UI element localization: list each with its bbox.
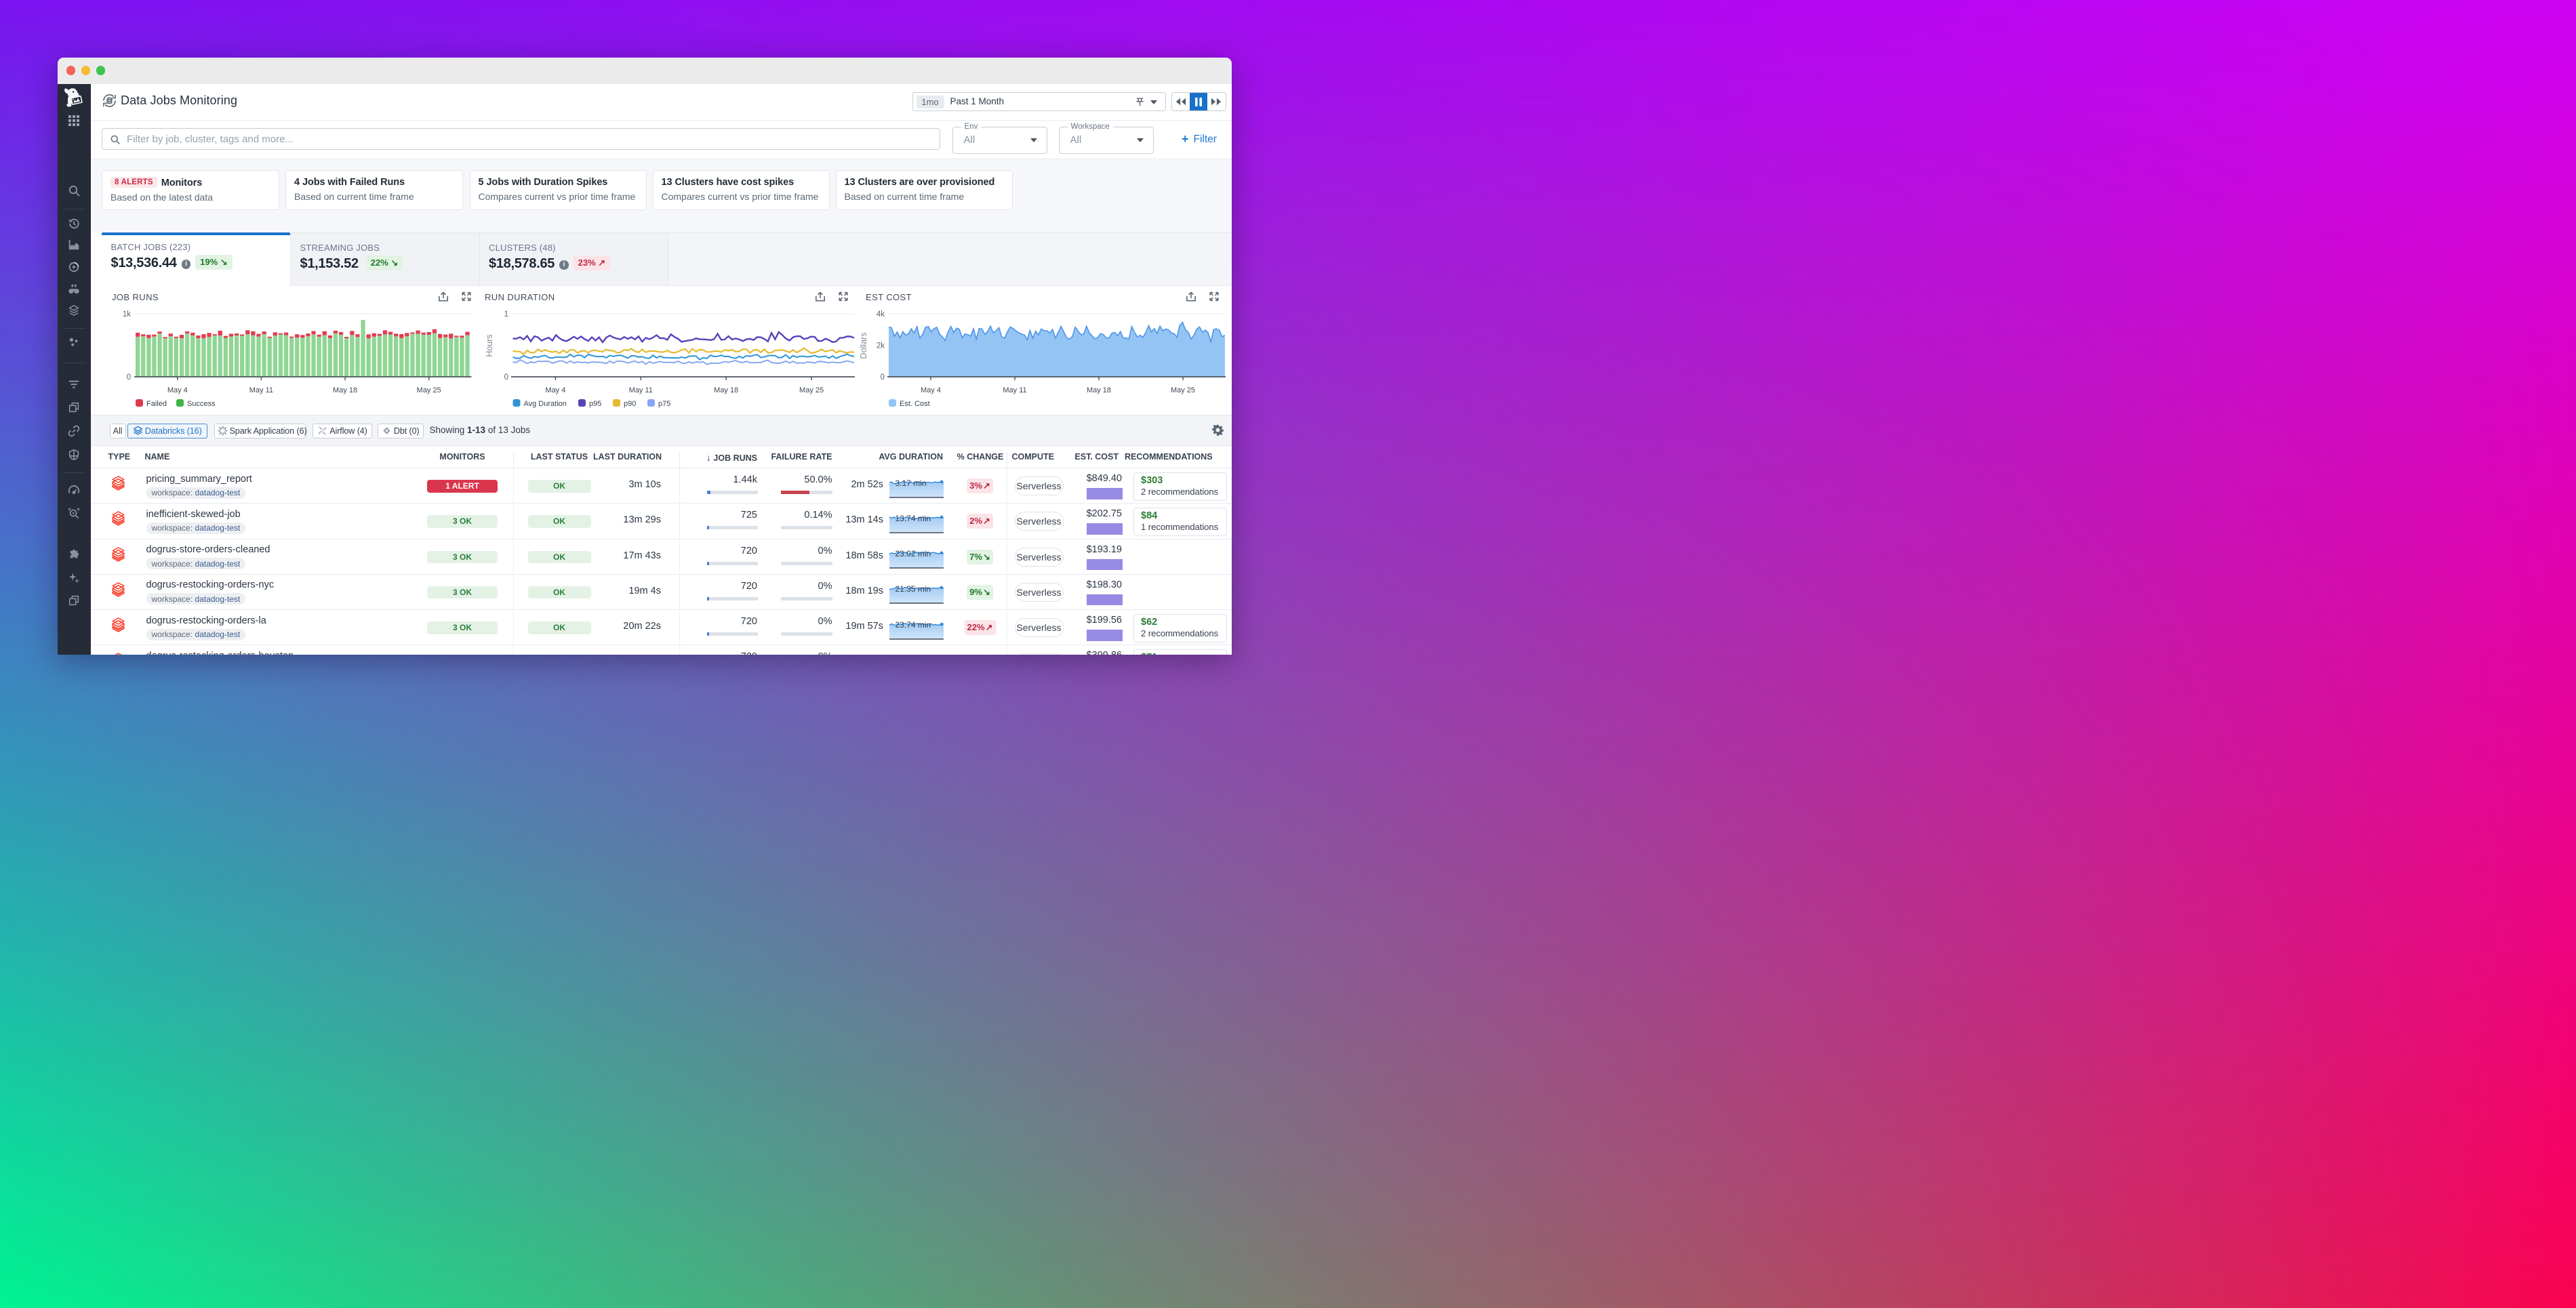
svg-text:1: 1 xyxy=(504,310,508,319)
svg-text:May 11: May 11 xyxy=(249,386,273,394)
svg-text:May 18: May 18 xyxy=(333,386,357,394)
svg-text:Est. Cost: Est. Cost xyxy=(900,400,930,408)
svg-text:EST COST: EST COST xyxy=(866,292,912,302)
svg-text:Success: Success xyxy=(187,400,216,408)
svg-text:Dollars: Dollars xyxy=(859,333,868,359)
svg-text:May 11: May 11 xyxy=(1003,386,1026,394)
svg-text:May 25: May 25 xyxy=(1171,386,1195,394)
svg-text:May 11: May 11 xyxy=(628,386,652,394)
svg-text:p90: p90 xyxy=(624,400,636,408)
svg-text:JOB RUNS: JOB RUNS xyxy=(112,292,159,302)
svg-text:May 4: May 4 xyxy=(545,386,565,394)
svg-text:2k: 2k xyxy=(877,342,885,350)
svg-text:Avg Duration: Avg Duration xyxy=(523,400,566,408)
svg-text:May 25: May 25 xyxy=(417,386,441,394)
svg-text:May 4: May 4 xyxy=(167,386,188,394)
svg-text:p95: p95 xyxy=(589,400,601,408)
svg-text:Failed: Failed xyxy=(146,400,167,408)
svg-text:p75: p75 xyxy=(658,400,670,408)
svg-text:RUN DURATION: RUN DURATION xyxy=(485,292,555,302)
svg-text:May 18: May 18 xyxy=(714,386,738,394)
svg-text:Hours: Hours xyxy=(485,334,494,356)
svg-text:May 4: May 4 xyxy=(921,386,941,394)
svg-text:May 18: May 18 xyxy=(1087,386,1111,394)
svg-text:0: 0 xyxy=(127,373,131,382)
svg-text:0: 0 xyxy=(881,373,885,382)
svg-text:0: 0 xyxy=(504,373,508,382)
svg-text:May 25: May 25 xyxy=(799,386,824,394)
svg-text:4k: 4k xyxy=(877,310,885,319)
svg-text:1k: 1k xyxy=(123,310,131,319)
